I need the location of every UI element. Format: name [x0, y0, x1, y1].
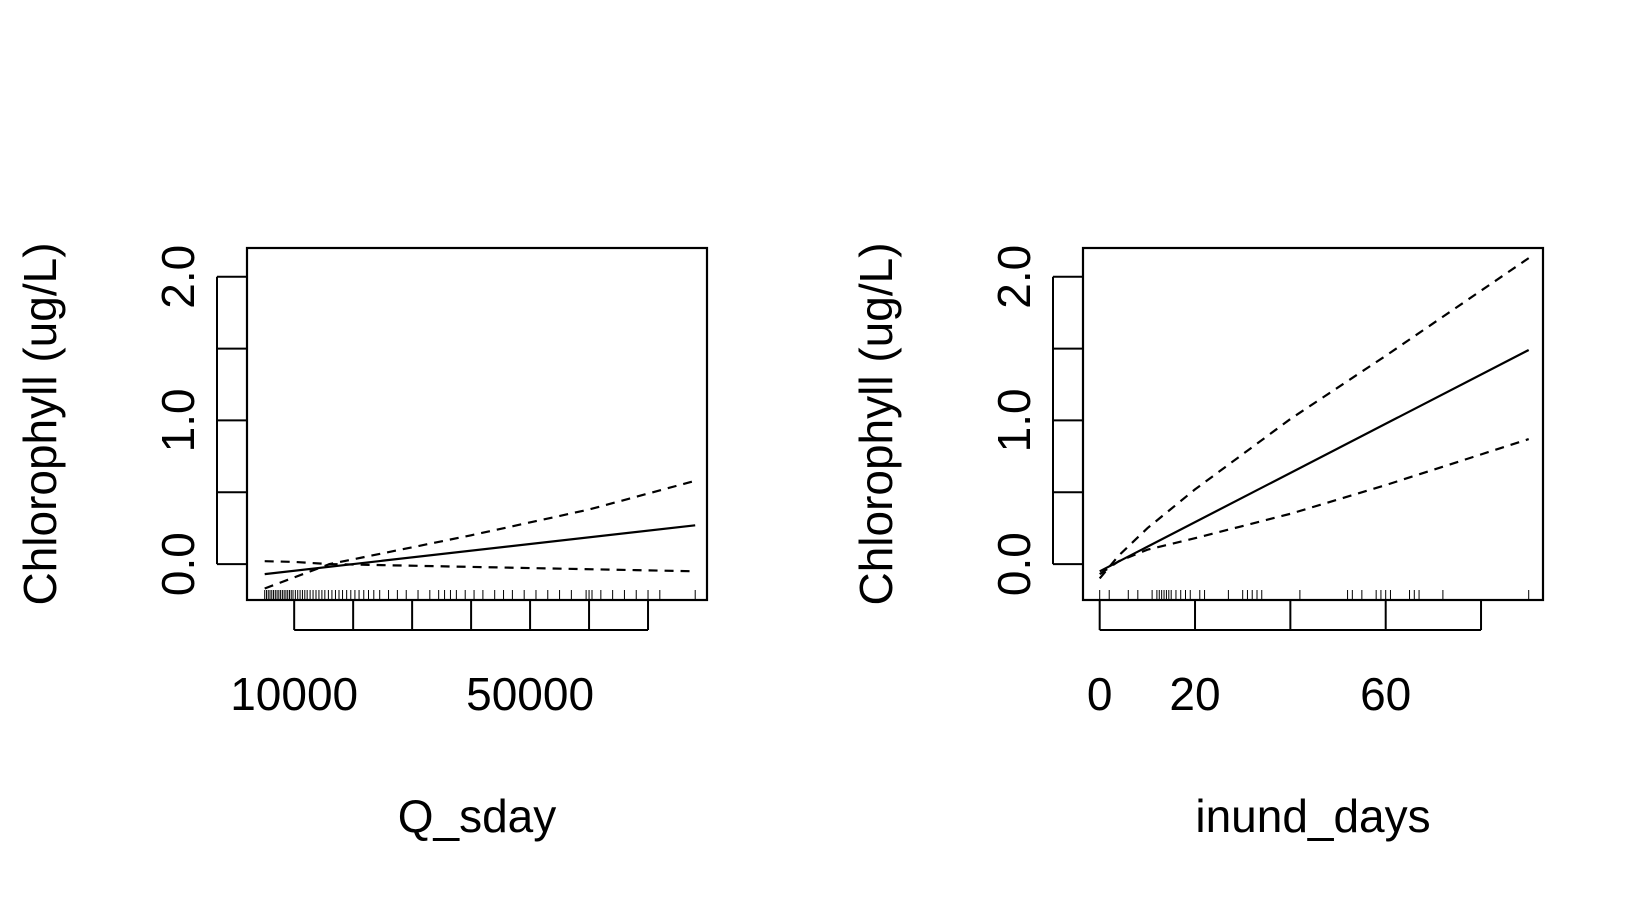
- fit-line: [1099, 349, 1530, 573]
- fit-line: [264, 524, 696, 576]
- plot-frame: [245, 246, 709, 602]
- y-tick-label: 2.0: [152, 245, 204, 309]
- y-tick-label: 1.0: [988, 388, 1040, 452]
- confidence-band-line: [264, 479, 696, 590]
- y-tick-label: 0.0: [988, 532, 1040, 596]
- x-tick-label: 50000: [466, 668, 594, 720]
- confidence-band-line: [1098, 257, 1530, 580]
- x-tick-label: 60: [1360, 668, 1411, 720]
- x-tick-label: 0: [1087, 668, 1113, 720]
- y-axis-title: Chlorophyll (ug/L): [850, 242, 902, 605]
- y-tick-label: 2.0: [988, 245, 1040, 309]
- plot-frame: [1081, 246, 1545, 602]
- x-tick-label: 20: [1169, 668, 1220, 720]
- y-tick-label: 0.0: [152, 532, 204, 596]
- confidence-band-line: [1099, 438, 1530, 576]
- y-tick-label: 1.0: [152, 388, 204, 452]
- y-axis-title: Chlorophyll (ug/L): [14, 242, 66, 605]
- x-tick-label: 10000: [230, 668, 358, 720]
- x-axis-title: inund_days: [1195, 790, 1430, 842]
- panel-inund-days: 0.0 1.0 2.0 0 20 60 inund_days Chlorophyll (ug/…: [850, 242, 1545, 842]
- confidence-band-line: [264, 560, 696, 573]
- panel-q-sday: 0.0 1.0 2.0 10000 50000 Q_sday Chlorophyll (ug…: [14, 242, 709, 842]
- x-axis-title: Q_sday: [398, 790, 557, 842]
